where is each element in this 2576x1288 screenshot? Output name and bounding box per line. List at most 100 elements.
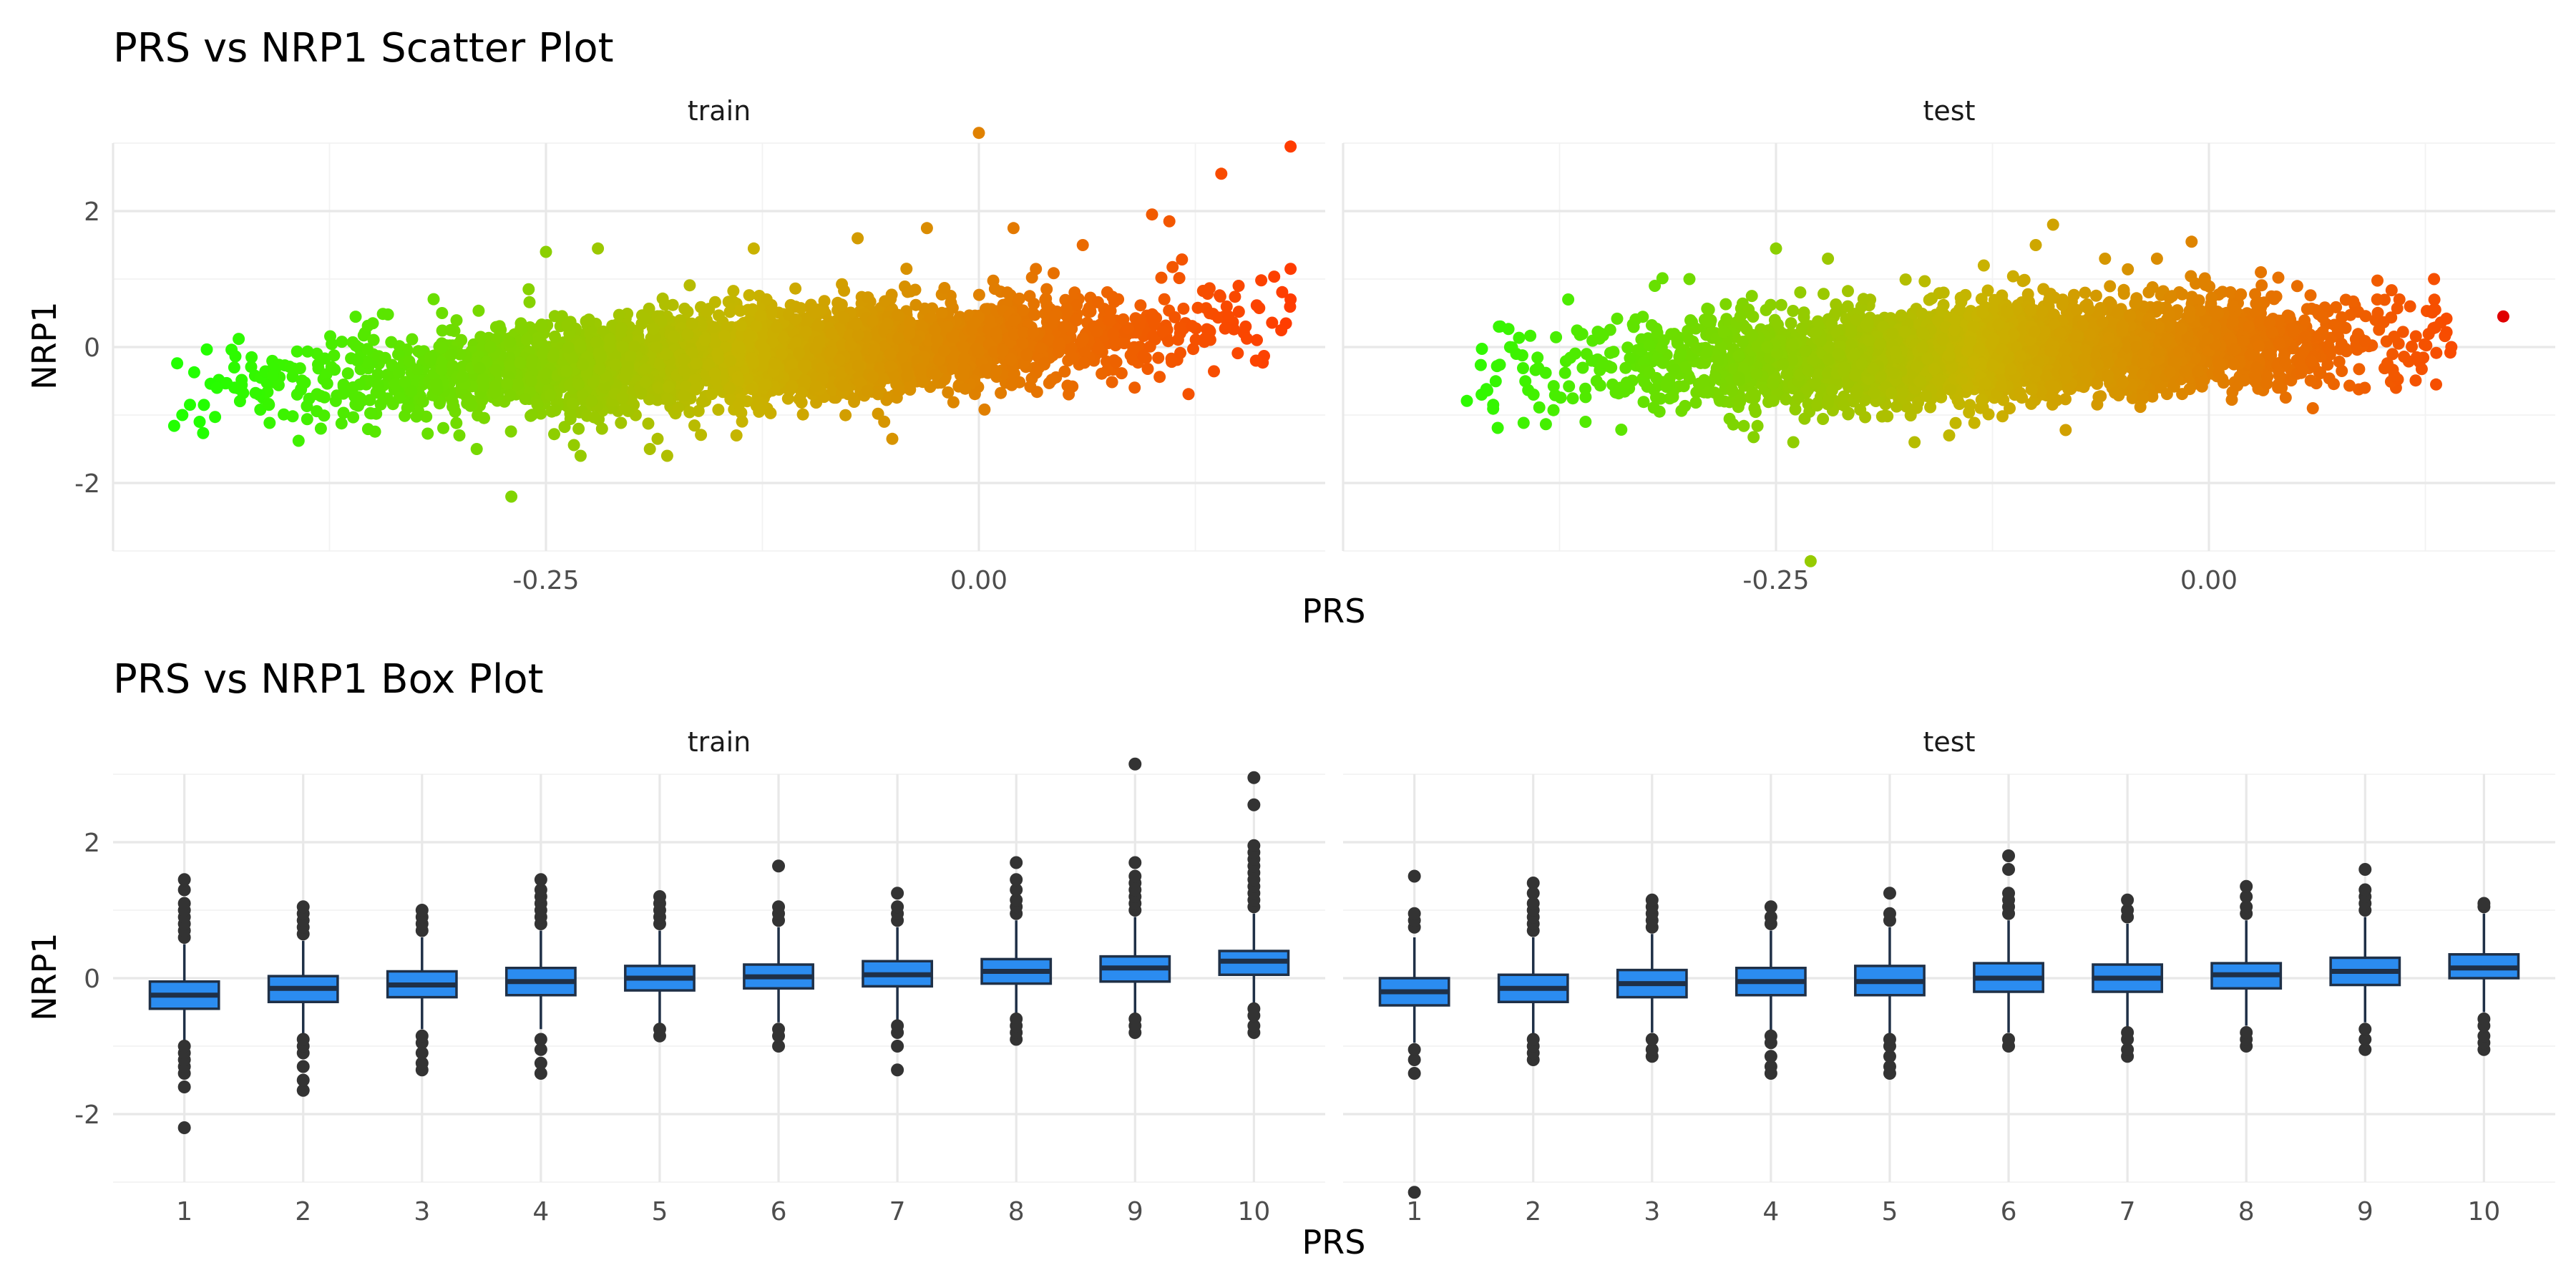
scatter-point [896, 351, 909, 364]
scatter-point [386, 358, 399, 371]
scatter-point [504, 389, 517, 402]
scatter-point [544, 389, 557, 401]
scatter-point [548, 428, 560, 441]
scatter-point [526, 409, 538, 421]
scatter-point [850, 318, 863, 331]
scatter-point [520, 333, 533, 346]
scatter-point [881, 318, 894, 330]
scatter-point [523, 296, 536, 308]
scatter-point [798, 374, 811, 386]
scatter-point [453, 429, 466, 441]
scatter-point [809, 342, 822, 355]
scatter-point [1156, 325, 1169, 338]
scatter-point [800, 326, 813, 338]
scatter-point [789, 313, 802, 326]
scatter-point [1785, 317, 1797, 330]
scatter-point [225, 343, 238, 356]
scatter-point [968, 317, 981, 330]
scatter-point [1169, 311, 1181, 323]
scatter-point [1166, 260, 1179, 273]
scatter-point [972, 288, 985, 301]
scatter-point [692, 404, 705, 417]
scatter-point [593, 363, 606, 375]
scatter-point [2380, 335, 2393, 348]
scatter-point [537, 347, 550, 360]
scatter-point [957, 369, 970, 381]
scatter-point [540, 367, 552, 380]
scatter-point [561, 319, 574, 332]
scatter-point [200, 343, 213, 356]
scatter-point [474, 362, 486, 374]
scatter-point [946, 331, 959, 343]
scatter-point [263, 416, 276, 429]
scatter-point [1963, 399, 1976, 411]
scatter-panel-train: -0.25 0.00 [112, 127, 1325, 595]
scatter-point [233, 395, 246, 408]
scatter-point [325, 361, 338, 374]
scatter-point [567, 439, 580, 452]
scatter-point [760, 293, 773, 306]
scatter-point [2430, 378, 2442, 391]
scatter-point [566, 352, 579, 365]
scatter-point [796, 408, 809, 421]
scatter-point [862, 291, 874, 304]
scatter-point [549, 404, 562, 416]
scatter-point [455, 333, 468, 346]
scatter-point [364, 407, 376, 419]
scatter-point [184, 399, 196, 411]
scatter-point [708, 321, 721, 333]
scatter-point [171, 357, 184, 370]
scatter-point [727, 285, 740, 298]
scatter-point [754, 309, 767, 322]
strip-label-test: test [1923, 95, 1976, 127]
scatter-point [920, 222, 933, 235]
scatter-point [511, 378, 524, 391]
scatter-point [2422, 328, 2435, 341]
scatter-point [472, 304, 485, 317]
scatter-point [1007, 222, 1020, 235]
scatter-point [945, 296, 957, 309]
scatter-point [1531, 351, 1544, 364]
scatter-point [522, 283, 535, 296]
scatter-point [1171, 333, 1184, 346]
scatter-point [678, 365, 691, 378]
scatter-point [698, 333, 711, 346]
scatter-point [958, 352, 971, 365]
scatter-point [430, 377, 443, 390]
scatter-point [286, 410, 299, 423]
scatter-point [624, 350, 637, 363]
scatter-point [403, 355, 416, 368]
scatter-point [1058, 321, 1070, 333]
scatter-point [2225, 394, 2238, 406]
scatter-point [228, 361, 240, 374]
scatter-point [1275, 324, 1288, 336]
scatter-point [301, 345, 314, 358]
scatter-point [1519, 375, 1532, 388]
scatter-point [615, 416, 628, 429]
x-tick-label: 0.00 [950, 566, 1008, 595]
scatter-point [1158, 293, 1171, 306]
scatter-point [1050, 308, 1063, 321]
scatter-point [947, 396, 960, 409]
scatter-point [1153, 371, 1166, 384]
scatter-point [371, 379, 384, 392]
scatter-point [1137, 349, 1150, 362]
scatter-point [590, 336, 602, 348]
scatter-point [753, 405, 766, 418]
scatter-point [1214, 290, 1226, 303]
scatter-point [825, 327, 838, 340]
scatter-point [410, 410, 423, 423]
scatter-point [1937, 286, 1950, 299]
scatter-point [616, 391, 629, 404]
scatter-point [867, 371, 879, 384]
scatter-point [681, 328, 694, 341]
scatter-point [892, 332, 904, 345]
scatter-point [978, 403, 991, 416]
scatter-point [572, 422, 585, 435]
scatter-point [1789, 403, 1802, 416]
scatter-point [1918, 275, 1931, 288]
scatter-point [484, 341, 497, 353]
scatter-point [1253, 302, 1266, 314]
